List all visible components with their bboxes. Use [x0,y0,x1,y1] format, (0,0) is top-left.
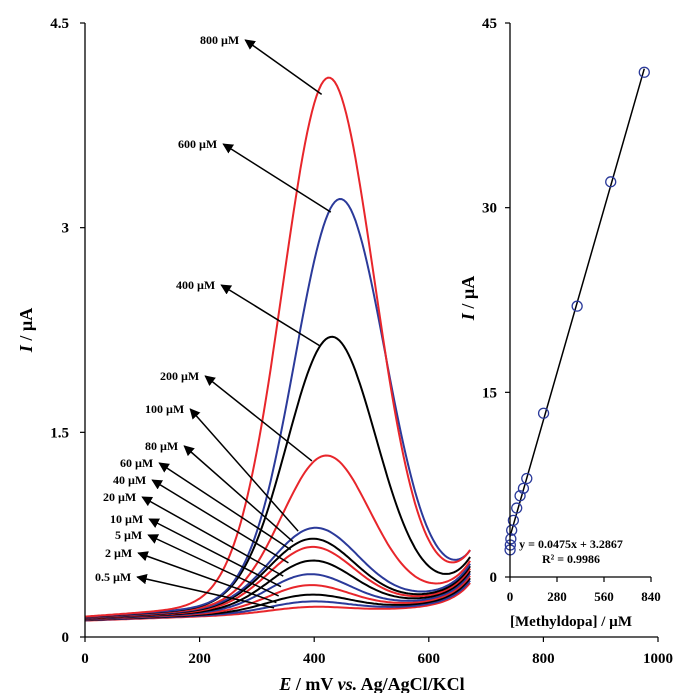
main-series-labels: 0.5 µM 2 µM 5 µM 10 µM 20 µM 40 µM 60 µM 80 µM 1… [95,33,239,584]
inset-data-point [638,66,650,78]
main-series-arrow [183,445,294,543]
main-series-arrow [141,496,284,577]
main-series-arrow [158,462,292,551]
inset-x-axis-title: [Methyldopa] / µM [510,614,632,630]
main-x-tick-label: 0 [81,651,89,667]
main-series-label: 60 µM [120,456,153,470]
main-y-tick-label: 3 [62,221,70,237]
main-y-ticks: 0 1.5 3 4.5 [50,16,85,646]
inset-fit-equation: y = 0.0475x + 3.2867 [519,537,623,551]
inset-y-axis-title: I / µA [458,276,478,321]
inset-x-tick-label: 840 [641,589,661,604]
inset-background [505,20,665,580]
main-series-label: 600 µM [178,137,217,151]
inset-y-ticks: 0 15 30 45 [482,16,510,586]
main-series-arrow [151,479,289,564]
inset-x-ticks: 0 280 560 840 [507,577,661,604]
inset-data-point [517,482,530,495]
inset-y-tick-label: 0 [490,570,498,586]
main-y-tick-label: 0 [62,630,70,646]
main-series-label: 800 µM [200,33,239,47]
main-x-axis-title: E / mV vs. Ag/AgCl/KCl [278,674,464,693]
main-series-label: 20 µM [103,490,136,504]
inset-fit-line [509,68,646,537]
inset-data-point [507,514,520,527]
main-series-label: 100 µM [145,402,184,416]
inset-chart: 0 15 30 45 0 280 560 840 I / µA [Methyldopa] /… [458,16,665,630]
main-series-label: 10 µM [110,512,143,526]
main-series-label: 400 µM [176,278,215,292]
main-series-arrow [189,408,299,532]
inset-data-point [511,502,523,514]
main-series-label: 200 µM [160,369,199,383]
main-series-arrow [137,551,277,604]
main-y-tick-label: 1.5 [50,425,69,441]
main-series-label: 0.5 µM [95,570,131,584]
main-series-label: 80 µM [145,439,178,453]
main-series-curve [84,76,471,618]
main-chart: 0.5 µM 2 µM 5 µM 10 µM 20 µM 40 µM 60 µM 80 µM 1… [16,16,673,693]
inset-x-tick-label: 280 [547,589,567,604]
inset-x-tick-label: 0 [507,589,514,604]
inset-y-tick-label: 45 [482,16,497,32]
inset-data-point [605,176,617,188]
main-arrows [136,39,332,609]
inset-data-point [537,407,550,419]
main-y-axis-title: I / µA [16,308,36,353]
main-curves [84,76,471,622]
main-series-label: 40 µM [113,473,146,487]
main-series-arrow [147,534,279,597]
main-series-label: 5 µM [115,528,142,542]
main-series-arrow [204,375,313,462]
main-series-arrow [220,284,321,347]
main-x-ticks: 0 200 400 600 800 1000 [81,637,673,667]
inset-r-squared: R² = 0.9986 [542,552,600,566]
inset-x-tick-label: 560 [594,589,614,604]
main-series-arrow [136,573,275,609]
main-x-tick-label: 400 [303,651,326,667]
main-x-tick-label: 200 [188,651,211,667]
main-y-tick-label: 4.5 [50,16,69,32]
inset-y-tick-label: 30 [482,201,497,217]
main-x-tick-label: 800 [532,651,555,667]
main-series-arrow [148,518,282,588]
inset-y-tick-label: 15 [482,385,497,401]
main-series-arrow [244,39,323,95]
inset-data-point [514,490,526,502]
inset-data-point [571,300,583,312]
inset-data-point [521,472,533,485]
main-x-tick-label: 600 [418,651,441,667]
main-series-arrow [222,143,332,213]
main-series-label: 2 µM [105,546,132,560]
inset-data-point [505,533,517,545]
main-x-tick-label: 1000 [643,651,673,667]
